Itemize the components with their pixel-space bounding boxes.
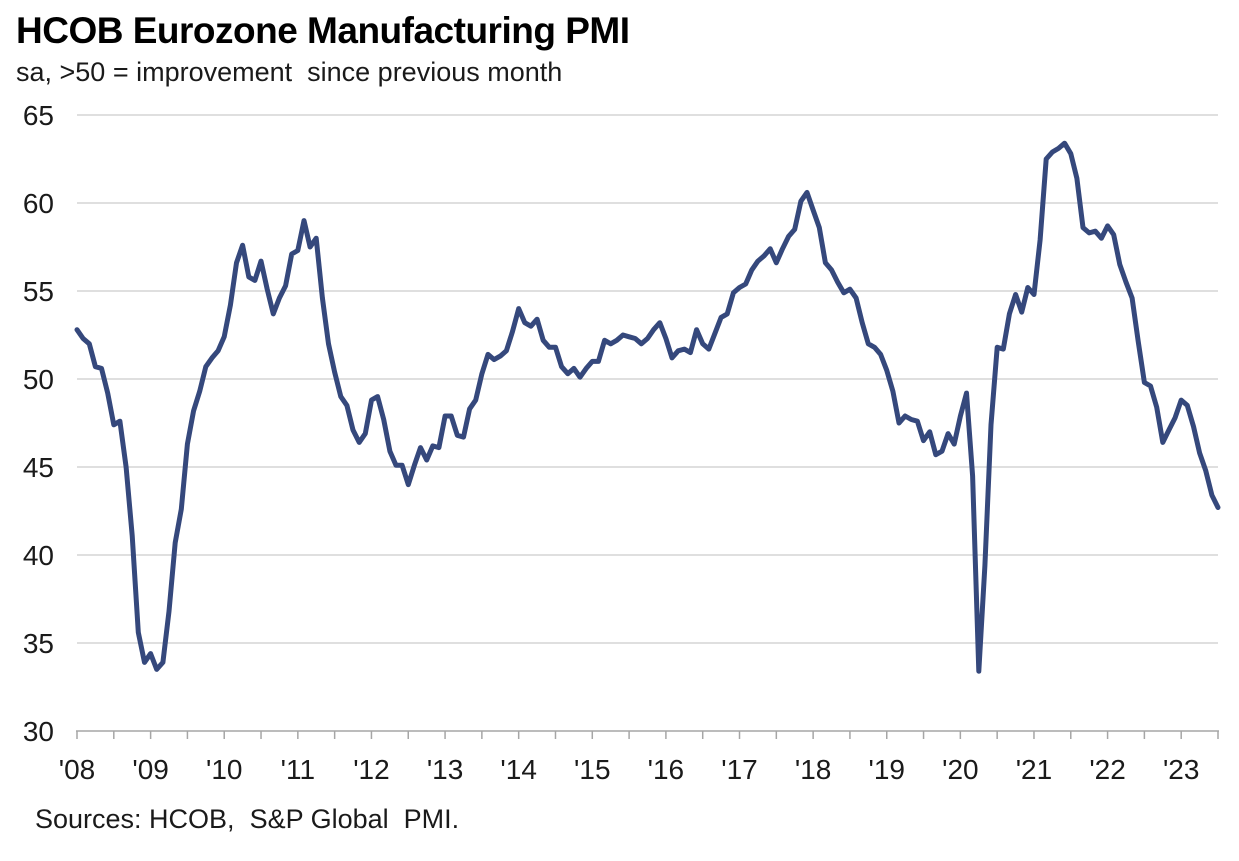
x-axis-label-09: '09 bbox=[132, 754, 169, 785]
x-axis-label-11: '11 bbox=[281, 754, 315, 785]
chart-title: HCOB Eurozone Manufacturing PMI bbox=[16, 10, 630, 51]
x-axis-label-18: '18 bbox=[795, 754, 832, 785]
x-axis-label-08: '08 bbox=[59, 754, 96, 785]
y-axis-label-30: 30 bbox=[23, 716, 54, 747]
x-axis-label-15: '15 bbox=[574, 754, 611, 785]
pmi-data-line bbox=[74, 140, 1221, 674]
y-axis-label-35: 35 bbox=[23, 628, 54, 659]
x-axis-label-21: '21 bbox=[1016, 754, 1053, 785]
y-axis-label-50: 50 bbox=[23, 364, 54, 395]
y-axis-label-60: 60 bbox=[23, 188, 54, 219]
x-axis-label-23: '23 bbox=[1163, 754, 1200, 785]
x-axis-label-17: '17 bbox=[721, 754, 758, 785]
chart-source: Sources: HCOB, S&P Global PMI. bbox=[35, 804, 460, 834]
y-axis-label-55: 55 bbox=[23, 276, 54, 307]
x-axis-label-10: '10 bbox=[206, 754, 243, 785]
chart-subtitle: sa, >50 = improvement since previous mon… bbox=[16, 57, 563, 87]
y-axis-label-45: 45 bbox=[23, 452, 54, 483]
x-axis-label-22: '22 bbox=[1089, 754, 1126, 785]
x-axis-label-19: '19 bbox=[868, 754, 905, 785]
x-axis-label-12: '12 bbox=[353, 754, 390, 785]
x-axis-label-14: '14 bbox=[500, 754, 537, 785]
y-axis-label-40: 40 bbox=[23, 540, 54, 571]
x-axis-label-20: '20 bbox=[942, 754, 979, 785]
x-axis-label-13: '13 bbox=[427, 754, 464, 785]
x-axis-label-16: '16 bbox=[648, 754, 685, 785]
y-axis-label-65: 65 bbox=[23, 100, 54, 131]
